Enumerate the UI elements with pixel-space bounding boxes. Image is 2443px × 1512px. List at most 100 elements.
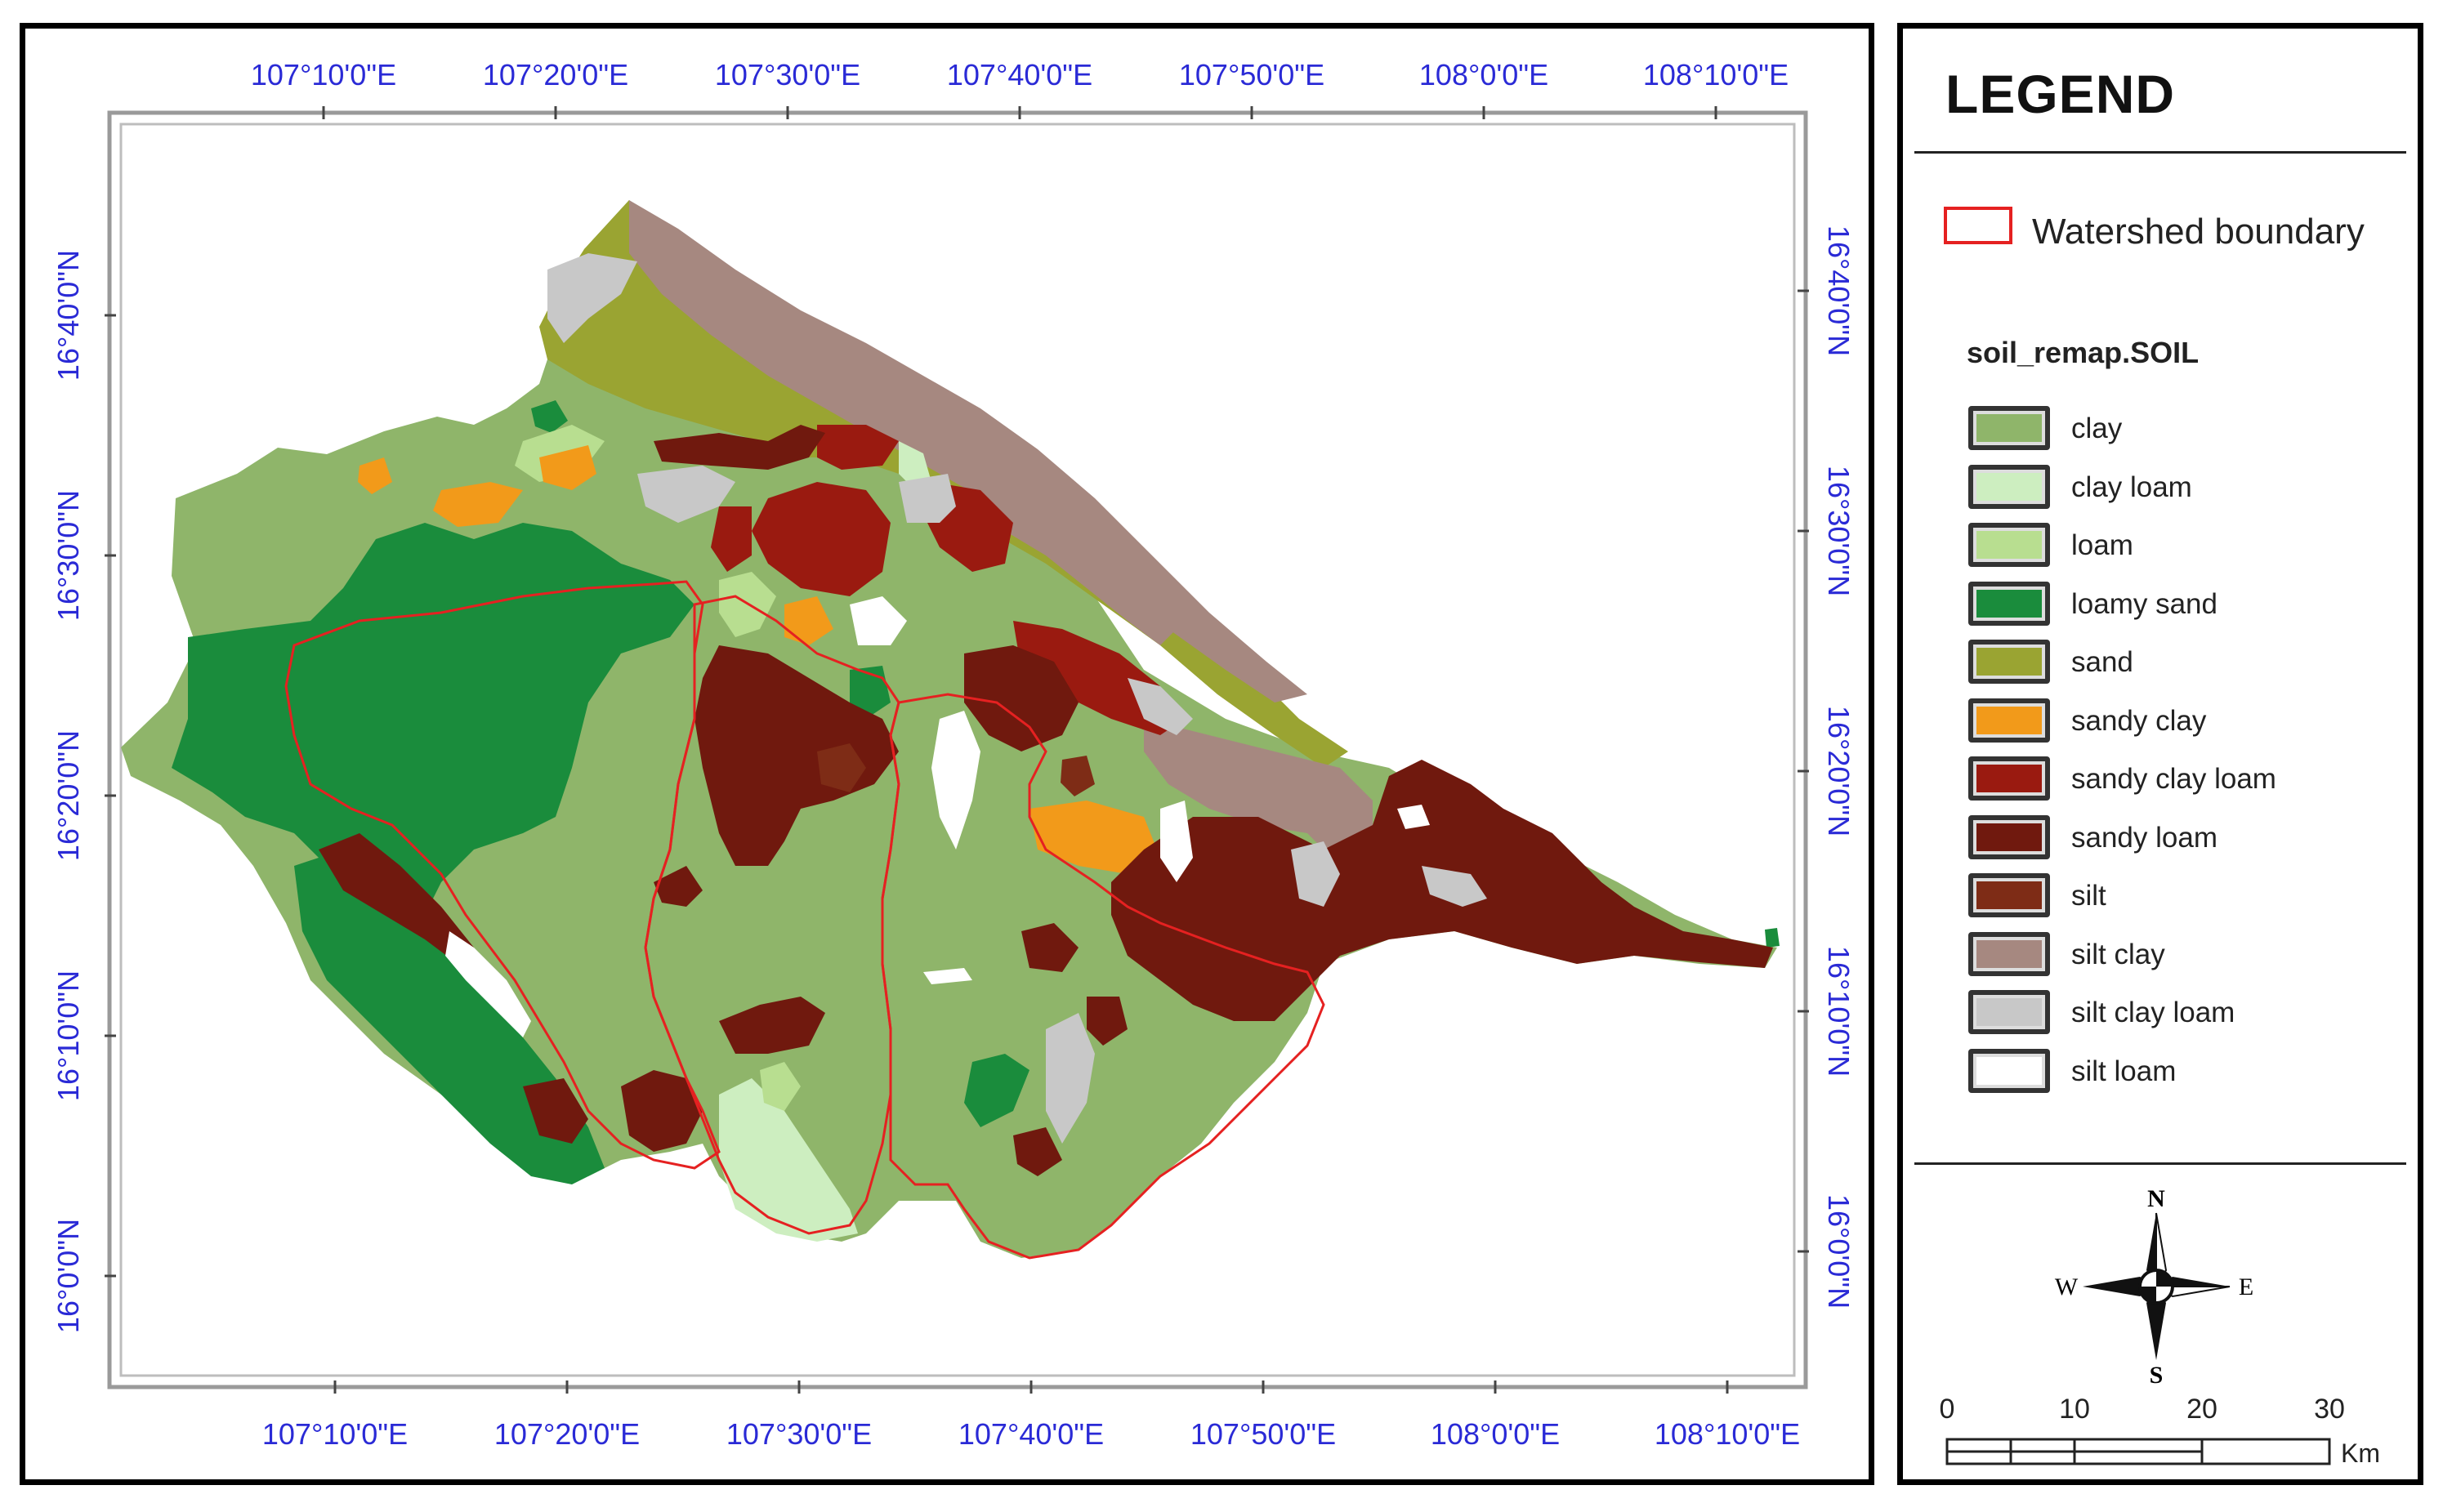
soil-area-sandy-loam-s5 [1087,997,1128,1046]
legend-item: sandy clay loam [1968,756,2393,805]
soil-area-loamy-sand-2 [964,1054,1029,1127]
legend-title: LEGEND [1945,64,2176,124]
scale-tick-label: 30 [2314,1394,2345,1425]
lat-ticks-left [105,314,116,1278]
legend-label: sand [2071,646,2133,678]
soil-area-silt-clay-loam-3 [1128,678,1193,735]
legend-divider-top [1914,151,2406,154]
soil-area-silt-clay-loam-1 [547,253,637,343]
soil-area-sandy-clay-3 [784,596,833,645]
soil-area-silt-loam-3 [1160,801,1193,882]
legend-swatch [1968,581,2050,626]
legend-item: silt loam [1968,1048,2393,1098]
legend-label: clay [2071,413,2123,444]
legend-swatch [1968,873,2050,917]
lon-label-top: 107°50'0"E [1179,58,1324,91]
soil-area-sandy-clay-loam-2 [817,425,899,470]
lat-label-left: 16°20'0"N [51,730,85,861]
lon-labels-bottom: 107°10'0"E 107°20'0"E 107°30'0"E 107°40'… [262,1417,1800,1451]
soil-area-sandy-loam-s6 [1013,1127,1062,1176]
soil-area-loam-3 [760,1062,801,1111]
soil-area-sandy-loam-s4 [1021,923,1079,972]
compass-e: E [2239,1273,2253,1300]
soil-legend-title: soil_remap.SOIL [1967,336,2200,369]
legend-item: silt clay loam [1968,990,2393,1039]
legend-swatch [1968,406,2050,450]
soil-area-sandy-loam-s1 [621,1070,703,1152]
compass-n: N [2147,1189,2165,1212]
lat-label-left: 16°30'0"N [51,490,85,621]
soil-area-sandy-loam-sw [319,833,474,964]
soil-area-sandy-clay-2 [539,445,596,490]
map-neatline-outer [107,110,1808,1389]
legend-label: silt clay loam [2071,997,2235,1028]
soil-area-loamy-sand-west [172,523,694,931]
soil-area-sandy-clay-loam-5 [711,506,752,572]
soil-area-silt-clay-loam-5 [899,474,956,523]
legend-label: sandy loam [2071,821,2217,854]
soil-area-loamy-sand-4 [1765,928,1780,948]
legend-item: sandy clay [1968,698,2393,747]
legend-item: loam [1968,523,2393,572]
legend-swatch [1968,523,2050,567]
lon-label-top: 107°40'0"E [947,58,1092,91]
legend-label: sandy clay loam [2071,763,2276,795]
legend-swatch [1968,698,2050,743]
lon-label-bottom: 108°0'0"E [1431,1417,1560,1451]
lon-labels-top: 107°10'0"E 107°20'0"E 107°30'0"E 107°40'… [251,58,1789,91]
soil-area-loamy-sand-sw [294,850,605,1184]
lat-label-right: 16°0'0"N [1822,1194,1856,1309]
lat-label-left: 16°10'0"N [51,970,85,1101]
lat-label-right: 16°40'0"N [1822,225,1856,356]
soil-area-silt-loam-6 [923,968,972,984]
soil-area-silt-clay-3 [1144,719,1373,866]
soil-area-sandy-loam-central [694,645,899,866]
lon-label-top: 107°30'0"E [715,58,860,91]
legend-label: clay loam [2071,471,2192,503]
lat-label-left: 16°0'0"N [51,1219,85,1333]
lon-ticks-top [322,106,1717,119]
legend-swatch [1968,814,2050,859]
watershed-boundary-central [644,595,900,1235]
lon-label-bottom: 107°20'0"E [494,1417,640,1451]
legend-label: loam [2071,529,2133,561]
legend-swatch [1968,931,2050,976]
lat-ticks-right [1798,289,1809,1253]
soil-area-sandy-loam-s3 [654,866,703,907]
legend-panel: LEGEND Watershed boundary soil_remap.SOI… [1897,23,2423,1485]
lon-label-bottom: 107°10'0"E [262,1417,408,1451]
lon-label-bottom: 108°10'0"E [1655,1417,1800,1451]
soil-area-silt-clay-loam-4 [1046,1013,1095,1144]
lat-label-right: 16°10'0"N [1822,946,1856,1077]
lon-label-top: 107°10'0"E [251,58,396,91]
soil-area-sandy-loam-s2 [719,997,825,1054]
legend-label: silt clay [2071,938,2165,970]
watershed-boundary-east [881,693,1325,1260]
soil-area-silt-loam-2 [931,711,980,850]
soil-area-sandy-loam-sw2 [523,1078,588,1144]
legend-item: silt clay [1968,931,2393,981]
legend-item: clay [1968,406,2393,455]
soil-area-loamy-sand-3 [850,666,891,719]
watershed-boundary-west [284,580,721,1170]
watershed-boundary-label: Watershed boundary [2032,212,2365,252]
legend-item: loamy sand [1968,581,2393,631]
soil-area-silt-loam-5 [1397,805,1430,829]
scale-tick-label: 20 [2186,1394,2217,1425]
lon-label-top: 107°20'0"E [483,58,628,91]
compass-w: W [2055,1273,2079,1300]
soil-area-sandy-clay-loam-1 [752,482,891,596]
compass-rose: N S W E [2055,1189,2253,1385]
legend-label: silt loam [2071,1055,2177,1087]
map-neatline-inner [119,123,1796,1377]
lat-label-left: 16°40'0"N [51,250,85,381]
soil-area-sandy-loam-s7 [654,425,825,470]
legend-label: sandy clay [2071,704,2207,737]
soil-area-silt-clay-2 [964,457,1185,645]
legend-item: clay loam [1968,464,2393,514]
legend-item: silt [1968,873,2393,922]
soil-area-sandy-clay-4 [1029,801,1160,874]
soil-area-silt-clay-loam-6 [1422,866,1487,907]
soil-area-sandy-clay-5 [358,457,392,494]
